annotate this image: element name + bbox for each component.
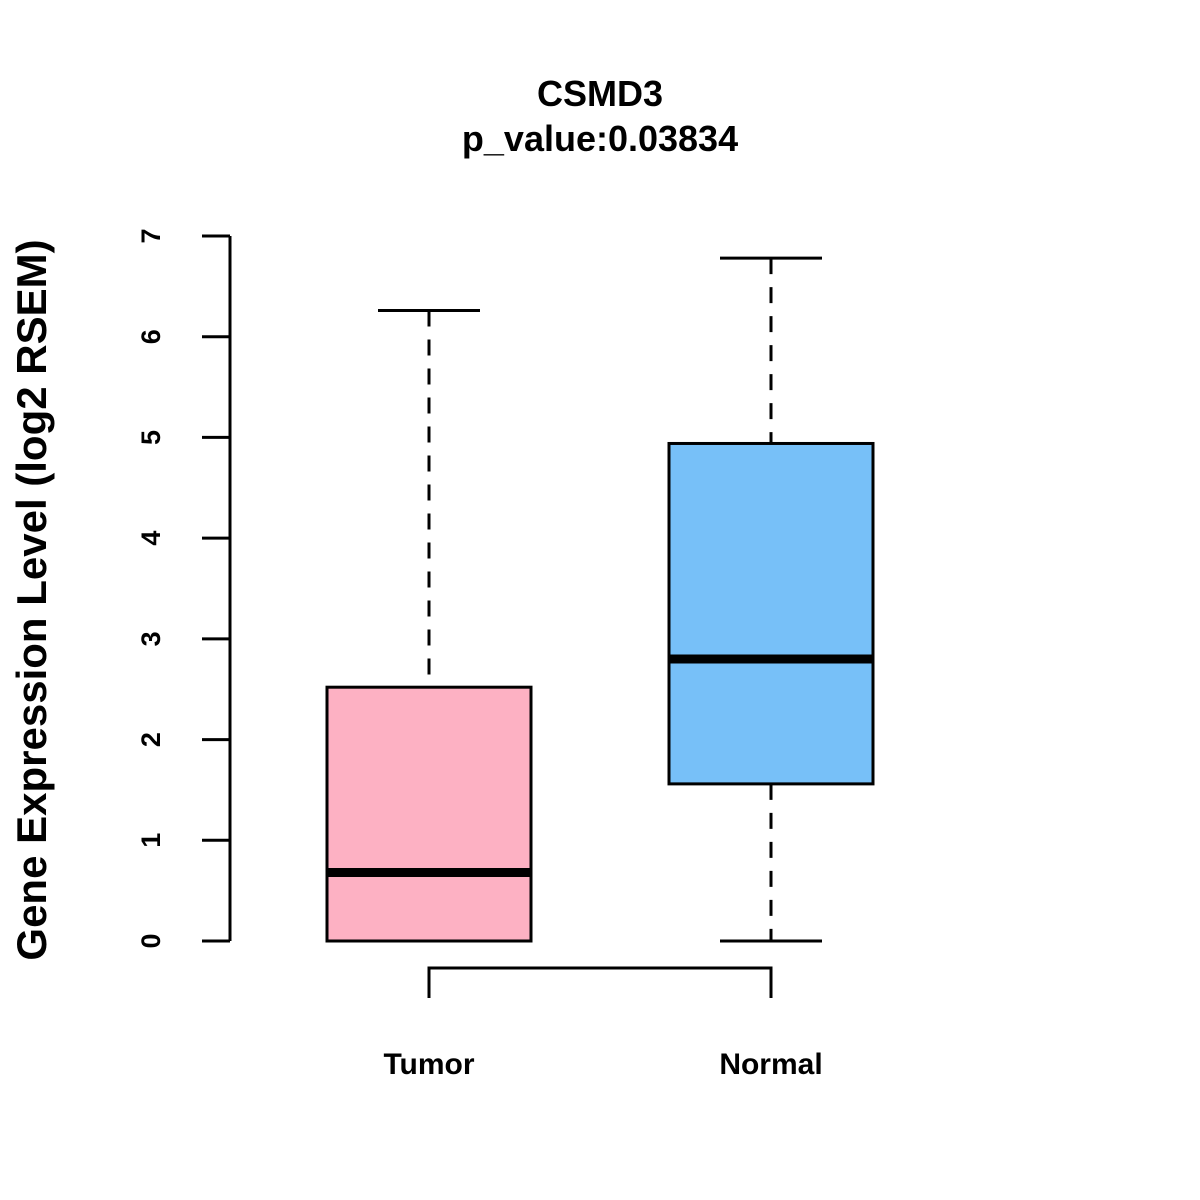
y-tick-label-4: 4 [136, 531, 166, 546]
x-tick-label-normal: Normal [719, 1048, 822, 1081]
iqr-box-normal [667, 441, 875, 786]
boxes-group [325, 256, 875, 943]
x-tick-label-tumor: Tumor [383, 1048, 474, 1081]
y-axis: 0 1 2 3 4 5 6 7 [136, 228, 232, 949]
y-tick-label-6: 6 [136, 329, 166, 344]
box-normal [667, 256, 875, 943]
box-tumor [325, 309, 533, 943]
y-tick-label-0: 0 [136, 933, 166, 948]
y-tick-label-2: 2 [136, 732, 166, 747]
y-tick-label-3: 3 [136, 631, 166, 646]
comparison-bracket [427, 966, 773, 998]
y-axis-label: Gene Expression Level (log2 RSEM) [8, 239, 55, 960]
chart-title: CSMD3 [537, 73, 663, 114]
y-tick-label-5: 5 [136, 430, 166, 445]
x-tick-labels: Tumor Normal [383, 1048, 822, 1081]
y-tick-label-7: 7 [136, 228, 166, 243]
iqr-box-tumor [325, 685, 533, 943]
chart-subtitle: p_value:0.03834 [462, 118, 738, 159]
y-tick-label-1: 1 [136, 833, 166, 848]
bracket-line [427, 966, 773, 998]
